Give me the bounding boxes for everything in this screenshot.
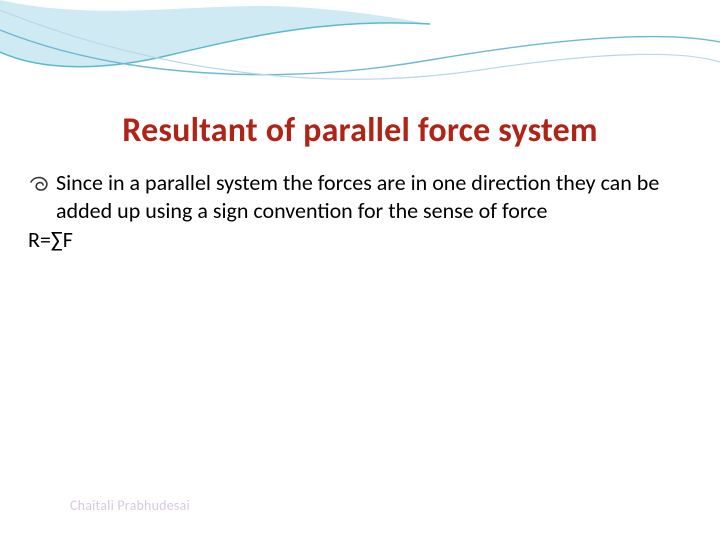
body-block: Since in a parallel system the forces ar… [28, 169, 680, 254]
bullet-text: Since in a parallel system the forces ar… [56, 169, 680, 224]
slide-content: Resultant of parallel force system Since… [0, 0, 720, 540]
equation-line: R=∑F [28, 226, 680, 254]
bullet-row: Since in a parallel system the forces ar… [28, 169, 680, 224]
swirl-bullet-icon [28, 172, 52, 198]
footer-credit: Chaitali Prabhudesai [70, 497, 190, 514]
slide-title: Resultant of parallel force system [40, 110, 680, 151]
